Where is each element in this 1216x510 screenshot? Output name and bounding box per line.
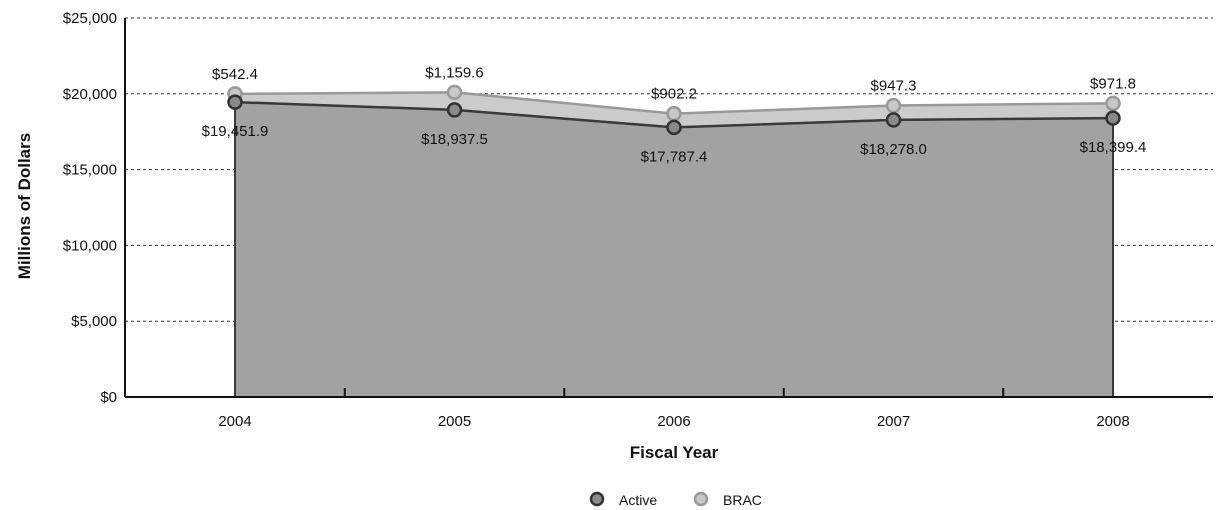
marker-active	[446, 102, 463, 118]
marker-active	[885, 112, 902, 128]
x-tick-label: 2007	[877, 413, 910, 430]
data-label-active: $18,937.5	[421, 131, 488, 148]
data-label-brac: $947.3	[871, 78, 917, 95]
data-label-active: $18,399.4	[1080, 139, 1147, 156]
data-labels: $542.4 $1,159.6 $902.2 $947.3 $971.8 $19,451.…	[202, 64, 1147, 165]
y-tick-label: $20,000	[63, 86, 117, 103]
marker-brac	[1105, 95, 1121, 112]
x-tick-label: 2005	[438, 413, 471, 430]
data-label-brac: $542.4	[212, 66, 258, 83]
y-tick-label: $25,000	[63, 10, 117, 27]
x-tick-label: 2006	[657, 413, 690, 430]
axes: $0 $5,000 $10,000 $15,000 $20,000 $25,000 2004…	[63, 10, 1213, 430]
legend-label-brac: BRAC	[723, 492, 762, 508]
y-tick-label: $0	[100, 389, 117, 406]
y-tick-label: $5,000	[71, 313, 117, 330]
legend-marker-brac	[693, 491, 709, 507]
x-axis-title: Fiscal Year	[630, 443, 719, 462]
marker-brac	[885, 97, 902, 114]
x-tick-label: 2008	[1096, 413, 1129, 430]
data-label-brac: $971.8	[1090, 75, 1136, 92]
marker-active	[666, 119, 682, 136]
data-label-active: $18,278.0	[860, 141, 927, 158]
legend-label-active: Active	[619, 492, 657, 508]
legend-marker-active	[589, 491, 605, 507]
area-layers	[234, 92, 1114, 398]
legend: Active BRAC	[589, 491, 762, 508]
data-label-active: $17,787.4	[641, 148, 708, 165]
data-label-active: $19,451.9	[202, 123, 269, 140]
marker-brac	[666, 105, 682, 122]
marker-active	[1105, 110, 1121, 126]
y-tick-label: $15,000	[63, 162, 117, 179]
data-label-brac: $902.2	[651, 86, 697, 103]
marker-active	[227, 94, 243, 110]
y-axis-title: Millions of Dollars	[15, 133, 34, 279]
marker-brac	[446, 84, 463, 101]
data-label-brac: $1,159.6	[425, 64, 483, 81]
area-active	[234, 101, 1114, 398]
y-tick-label: $10,000	[63, 237, 117, 254]
data-markers	[227, 84, 1121, 136]
x-tick-label: 2004	[218, 413, 251, 430]
